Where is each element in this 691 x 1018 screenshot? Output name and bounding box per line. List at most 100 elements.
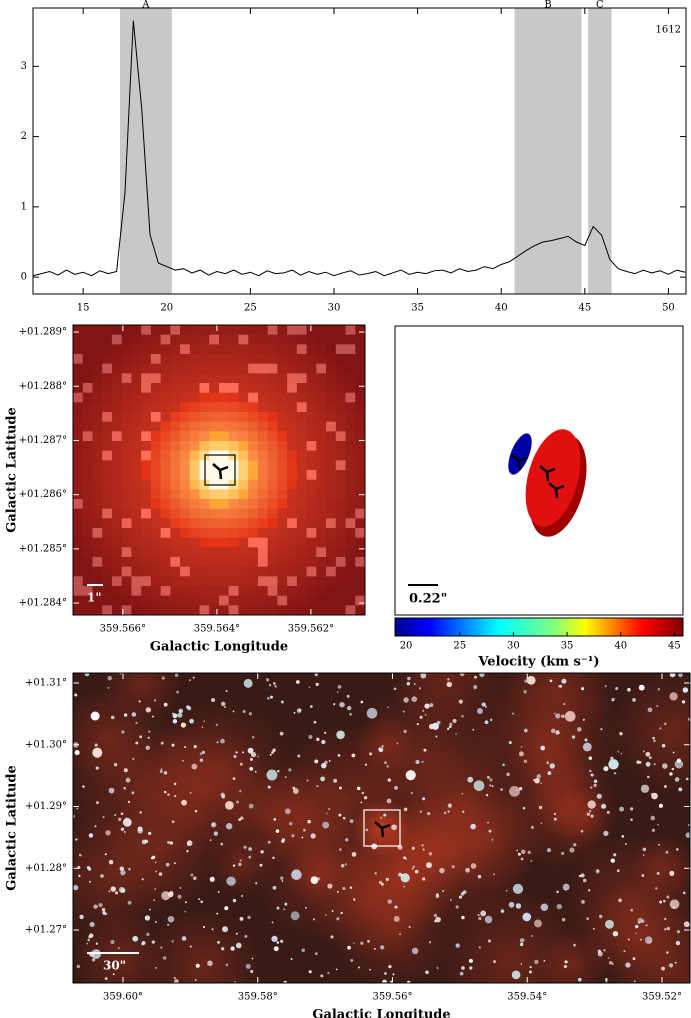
image-pixel [73,354,84,365]
star [587,800,596,809]
image-pixel [102,421,113,432]
image-pixel [73,450,84,461]
image-pixel [277,363,288,374]
image-pixel [306,344,317,355]
image-pixel [170,557,181,568]
image-pixel [355,431,365,442]
star [292,788,299,794]
image-pixel [306,537,317,548]
image-pixel [82,325,93,336]
image-pixel [345,383,356,394]
star [480,910,487,917]
star [269,684,272,687]
image-pixel [267,441,278,452]
image-pixel [150,450,162,461]
image-pixel [316,508,327,519]
image-pixel [131,518,142,529]
star [522,912,532,922]
image-pixel [180,373,191,384]
star [481,702,486,707]
star [374,872,377,875]
image-pixel [316,566,327,577]
image-pixel [189,392,201,403]
image-pixel [141,595,152,606]
star [169,891,174,896]
image-pixel [209,595,220,606]
image-pixel [335,431,347,442]
image-pixel [248,412,259,423]
star [167,840,171,845]
image-pixel [219,450,230,461]
star [455,733,457,735]
image-pixel [160,528,171,539]
image-pixel [238,518,249,529]
image-pixel [73,402,84,413]
image-pixel [296,354,308,365]
star [112,973,115,976]
image-pixel [287,537,298,548]
image-pixel [267,557,278,568]
image-pixel [287,441,298,452]
image-pixel [102,537,113,548]
star [593,783,597,787]
star [98,902,103,908]
image-pixel [131,547,142,558]
image-pixel [111,605,123,615]
star [685,832,690,838]
star [485,793,489,797]
star [232,898,237,903]
source-marker [548,482,565,499]
star [324,731,327,734]
image-pixel [238,363,249,374]
image-pixel [277,441,288,452]
star [509,785,520,797]
star [411,947,419,955]
star [224,706,226,708]
star [477,708,483,714]
star [240,816,244,820]
image-pixel [316,421,327,432]
star [595,869,600,874]
image-pixel [92,431,103,442]
x-tick-label: 45 [578,303,591,314]
image-pixel [257,557,269,568]
image-pixel [150,334,162,345]
star [337,684,342,689]
star [617,750,620,753]
image-pixel [248,537,259,548]
star [165,862,170,867]
image-pixel [316,479,327,490]
image-pixel [335,441,347,452]
image-pixel [160,557,171,568]
star [298,708,302,712]
star [620,752,623,755]
image-pixel [257,354,269,365]
image-pixel [189,566,201,577]
image-pixel [82,566,93,577]
image-pixel [141,373,152,384]
image-pixel [219,334,230,345]
image-pixel [209,547,220,558]
image-pixel [277,460,288,471]
star [611,963,614,965]
image-pixel [267,479,278,490]
image-pixel [189,576,201,587]
image-pixel [267,489,278,500]
image-pixel [296,528,308,539]
star [608,759,619,770]
star [202,926,205,928]
image-pixel [141,489,152,500]
star [610,858,615,863]
image-pixel [170,325,181,336]
star [267,696,270,700]
star [405,770,416,781]
colorbar-tick-label: 40 [614,641,627,652]
image-pixel [355,383,365,394]
star [267,785,271,789]
image-pixel [326,576,337,587]
star [619,806,625,812]
star [516,849,519,852]
star [281,838,286,842]
star [193,744,197,749]
